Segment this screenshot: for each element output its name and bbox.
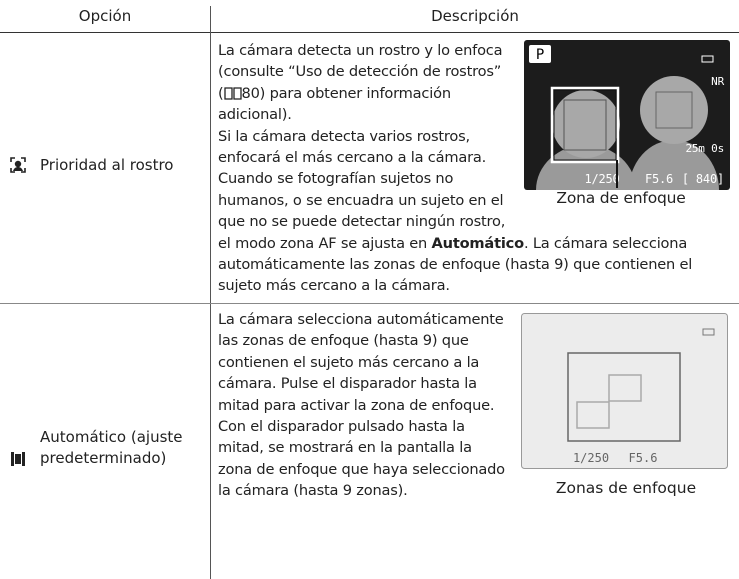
text: 80) para obtener información adicional). — [218, 84, 451, 124]
paragraph: Cuando se fotografían sujetos no humanos… — [218, 168, 730, 296]
row-divider — [0, 303, 739, 304]
camera-screen: P NR 25m 0s 1/250 F5.6 [ 840] — [524, 40, 730, 190]
screen-text: [ 840] — [682, 172, 724, 186]
screen-figure: 1/250 F5.6 Zonas de enfoque — [521, 313, 731, 513]
option-cell: Prioridad al rostro — [0, 155, 205, 179]
description-cell: P NR 25m 0s 1/250 F5.6 [ 840] Zona de en… — [218, 40, 730, 297]
screen-text: F5.6 — [629, 451, 658, 465]
figure-caption: Zona de enfoque — [556, 189, 686, 207]
text: La cámara detecta un rostro y lo enfoca … — [218, 42, 503, 102]
camera-screen: 1/250 F5.6 — [521, 313, 728, 469]
book-icon — [223, 87, 242, 100]
screen-text: 1/250 — [573, 451, 609, 465]
bold-text: Automático — [431, 234, 525, 252]
screen-figure: P NR 25m 0s 1/250 F5.6 [ 840] Zona de en… — [516, 40, 730, 210]
screen-text: 1/250 — [584, 172, 619, 186]
paragraph: Si la cámara detecta varios rostros, enf… — [218, 127, 487, 167]
header-cell: Descripción — [211, 0, 739, 33]
option-label: Automático (ajuste predeterminado) — [40, 428, 183, 467]
column-divider — [210, 6, 211, 579]
auto-area-icon — [11, 452, 25, 466]
option-label: Prioridad al rostro — [40, 156, 174, 174]
paragraph: La cámara detecta un rostro y lo enfoca … — [218, 40, 730, 126]
figure-caption: Zonas de enfoque — [555, 479, 697, 497]
screen-text: NR — [711, 75, 724, 88]
option-cell: Automático (ajuste predeterminado) — [0, 427, 205, 493]
header-cell: Opción — [0, 0, 210, 33]
face-priority-icon — [10, 157, 26, 173]
text: Cuando se fotografían sujetos no humanos… — [218, 170, 506, 252]
screen-text: P — [536, 47, 544, 63]
screen-text: F5.6 — [645, 172, 673, 186]
leader-line — [616, 160, 618, 188]
description-cell: La cámara selecciona automáticamente las… — [218, 311, 505, 500]
screen-text: 25m 0s — [685, 142, 724, 155]
text: . La cámara selecciona automáticamente l… — [218, 234, 693, 295]
